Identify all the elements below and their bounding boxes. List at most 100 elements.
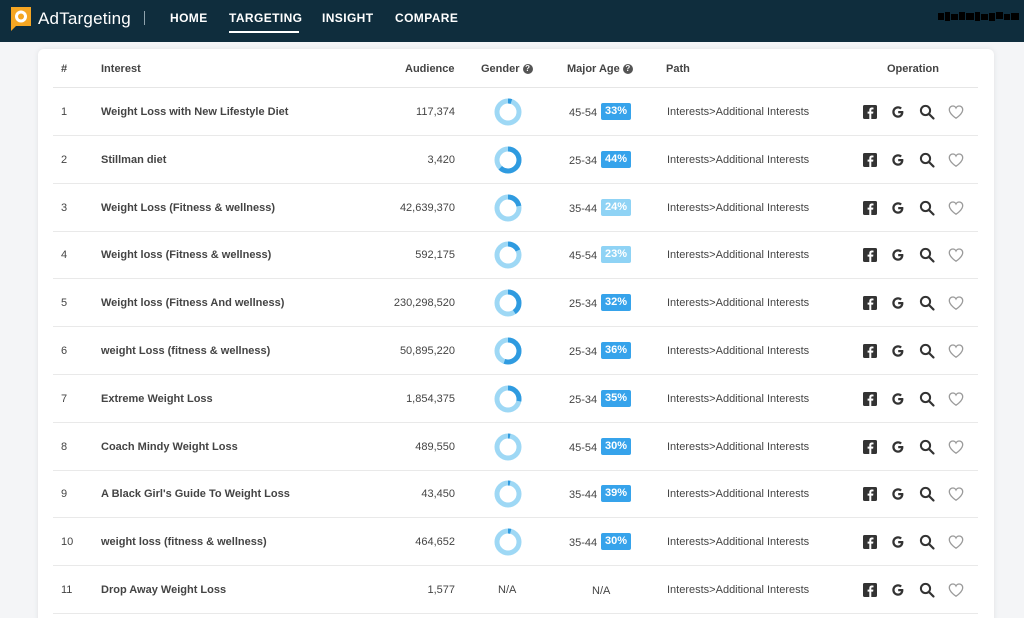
interest-path: Interests>Additional Interests <box>667 345 810 357</box>
google-icon[interactable] <box>889 342 907 360</box>
google-icon[interactable] <box>889 246 907 264</box>
google-icon[interactable] <box>889 294 907 312</box>
operation-icons <box>861 533 971 551</box>
gender-donut[interactable] <box>494 337 522 365</box>
facebook-icon[interactable] <box>861 581 879 599</box>
search-icon[interactable] <box>918 199 936 217</box>
google-icon[interactable] <box>889 533 907 551</box>
major-age-range: 25-34 <box>569 298 598 311</box>
interest-name[interactable]: Weight loss (Fitness And wellness) <box>101 297 285 310</box>
table-row: 11 Drop Away Weight Loss 1,577 N/A N/A I… <box>53 566 978 614</box>
google-icon[interactable] <box>889 438 907 456</box>
heart-icon[interactable] <box>947 246 965 264</box>
gender-donut[interactable] <box>494 146 522 174</box>
heart-icon[interactable] <box>947 103 965 121</box>
gender-donut[interactable] <box>494 194 522 222</box>
audience-size: 117,374 <box>416 106 455 118</box>
row-number: 4 <box>61 249 68 262</box>
interest-name[interactable]: Coach Mindy Weight Loss <box>101 440 238 453</box>
brand-name[interactable]: AdTargeting <box>38 9 131 28</box>
column-header-major-age: Major Age? <box>567 63 633 75</box>
google-icon[interactable] <box>889 103 907 121</box>
heart-icon[interactable] <box>947 485 965 503</box>
major-age-range: 45-54 <box>569 250 598 263</box>
gender-donut[interactable] <box>494 98 522 126</box>
interest-name[interactable]: weight loss (fitness & wellness) <box>101 536 267 549</box>
major-age-percent-badge: 36% <box>601 342 632 359</box>
google-icon[interactable] <box>889 581 907 599</box>
heart-icon[interactable] <box>947 199 965 217</box>
search-icon[interactable] <box>918 390 936 408</box>
google-icon[interactable] <box>889 485 907 503</box>
search-icon[interactable] <box>918 246 936 264</box>
adtargeting-logo[interactable] <box>8 4 34 32</box>
interest-name[interactable]: Weight Loss with New Lifestyle Diet <box>101 106 289 118</box>
interest-path: Interests>Additional Interests <box>667 392 810 405</box>
google-icon[interactable] <box>889 390 907 408</box>
interest-name[interactable]: weight Loss (fitness & wellness) <box>101 345 271 357</box>
google-icon[interactable] <box>889 199 907 217</box>
interest-name[interactable]: Weight Loss (Fitness & wellness) <box>101 201 275 214</box>
help-icon[interactable]: ? <box>622 64 633 74</box>
gender-donut[interactable] <box>494 433 522 461</box>
search-icon[interactable] <box>918 342 936 360</box>
heart-icon[interactable] <box>947 438 965 456</box>
facebook-icon[interactable] <box>861 294 879 312</box>
major-age-not-available: N/A <box>592 585 611 597</box>
interest-name[interactable]: A Black Girl's Guide To Weight Loss <box>101 488 290 501</box>
row-number: 8 <box>61 440 68 453</box>
nav-targeting[interactable]: TARGETING <box>229 11 303 25</box>
interest-path: Interests>Additional Interests <box>667 249 810 262</box>
gender-donut[interactable] <box>494 385 522 413</box>
search-icon[interactable] <box>918 485 936 503</box>
search-icon[interactable] <box>918 438 936 456</box>
facebook-icon[interactable] <box>861 438 879 456</box>
major-age-percent-badge: 24% <box>601 198 632 216</box>
google-icon[interactable] <box>889 151 907 169</box>
redacted-user-name[interactable] <box>938 10 1022 24</box>
audience-size: 592,175 <box>415 249 455 262</box>
gender-header-label: Gender <box>481 63 520 75</box>
audience-size: 464,652 <box>415 536 455 549</box>
row-number: 5 <box>61 297 68 310</box>
gender-donut[interactable] <box>494 528 522 556</box>
search-icon[interactable] <box>918 294 936 312</box>
search-icon[interactable] <box>918 151 936 169</box>
table-row: 10 weight loss (fitness & wellness) 464,… <box>53 518 978 567</box>
table-row: 2 Stillman diet 3,420 25-34 44% Interest… <box>53 136 978 184</box>
heart-icon[interactable] <box>947 294 965 312</box>
heart-icon[interactable] <box>947 533 965 551</box>
heart-icon[interactable] <box>947 151 965 169</box>
facebook-icon[interactable] <box>861 246 879 264</box>
gender-donut[interactable] <box>494 241 522 269</box>
search-icon[interactable] <box>918 533 936 551</box>
gender-donut[interactable] <box>494 289 522 317</box>
search-icon[interactable] <box>918 103 936 121</box>
heart-icon[interactable] <box>947 581 965 599</box>
interest-name[interactable]: Stillman diet <box>101 153 167 166</box>
audience-size: 42,639,370 <box>399 201 455 214</box>
heart-icon[interactable] <box>947 390 965 408</box>
operation-icons <box>861 581 971 599</box>
facebook-icon[interactable] <box>861 151 879 169</box>
facebook-icon[interactable] <box>861 103 879 121</box>
facebook-icon[interactable] <box>861 199 879 217</box>
interest-name[interactable]: Extreme Weight Loss <box>101 392 213 405</box>
heart-icon[interactable] <box>947 342 965 360</box>
gender-donut[interactable] <box>494 480 522 508</box>
search-icon[interactable] <box>918 581 936 599</box>
nav-home[interactable]: HOME <box>170 11 208 25</box>
help-icon[interactable]: ? <box>522 64 533 74</box>
nav-insight[interactable]: INSIGHT <box>322 11 374 25</box>
facebook-icon[interactable] <box>861 390 879 408</box>
row-number: 6 <box>61 345 68 357</box>
facebook-icon[interactable] <box>861 342 879 360</box>
facebook-icon[interactable] <box>861 485 879 503</box>
column-header-audience[interactable]: Audience <box>405 63 455 75</box>
column-header-interest[interactable]: Interest <box>101 63 141 75</box>
interest-name[interactable]: Drop Away Weight Loss <box>101 584 227 596</box>
interest-name[interactable]: Weight loss (Fitness & wellness) <box>101 249 272 262</box>
facebook-icon[interactable] <box>861 533 879 551</box>
audience-size: 230,298,520 <box>393 297 455 310</box>
nav-compare[interactable]: COMPARE <box>395 11 459 25</box>
